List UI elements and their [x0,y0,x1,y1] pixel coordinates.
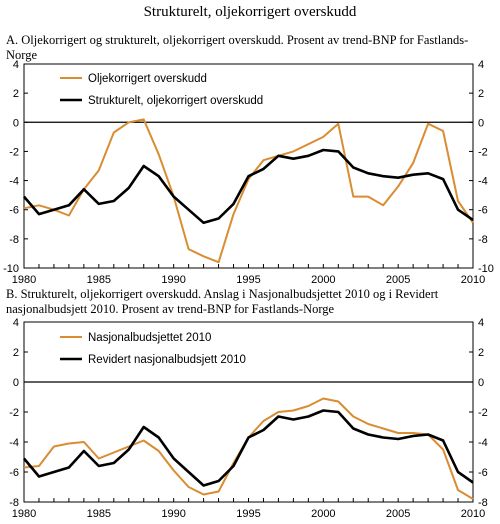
chart-a-ytick-right-label: 0 [478,117,484,129]
chart-a-ytick-left-label: -8 [9,234,19,246]
chart-a-ytick-left-label: 2 [13,88,19,100]
chart-b-ytick-right-label: -8 [478,497,488,509]
panel-a-title: A. Oljekorrigert og strukturelt, oljekor… [6,33,469,62]
chart-b-ytick-right-label: -6 [478,467,488,479]
chart-a-ytick-left-label: 0 [13,117,19,129]
chart-a-series-line-2 [23,148,474,225]
chart-a-xtick-label: 1980 [12,274,36,286]
chart-b-plot-frame [23,321,474,503]
chart-a-xtick-label: 1985 [87,274,111,286]
chart-a-xtick-label: 2010 [461,274,485,286]
chart-b-ytick-right-label: -4 [478,437,488,449]
chart-b-xtick-label: 1995 [236,508,260,520]
chart-b-xtick-label: 2010 [461,508,485,520]
chart-a-ytick-right-label: -4 [478,176,488,188]
chart-a-xtick-label: 1990 [161,274,185,286]
chart-b-ytick-right-label: 4 [478,317,484,329]
chart-b-ytick-left-label: -8 [9,497,19,509]
chart-b-ytick-left-label: -4 [9,437,19,449]
chart-a-ytick-right-label: -10 [478,263,494,275]
chart-b-ytick-right-label: 0 [478,377,484,389]
chart-b-legend-label-2: Revidert nasjonalbudsjett 2010 [88,354,246,366]
chart-b-ytick-right-label: 2 [478,347,484,359]
chart-b-ytick-left-label: 2 [13,347,19,359]
chart-a-ytick-right-label: 4 [478,59,484,71]
chart-b-series-line-2 [23,409,474,487]
chart-b-ytick-right-label: -2 [478,407,488,419]
chart-a-legend-label-1: Oljekorrigert overskudd [88,73,207,85]
chart-a-ytick-right-label: -8 [478,234,488,246]
chart-b-xtick-label: 2000 [311,508,335,520]
chart-a-ytick-left-label: -2 [9,146,19,158]
chart-b-xtick-label: 2005 [386,508,410,520]
chart-a-legend-label-2: Strukturelt, oljekorrigert overskudd [88,95,263,107]
chart-a-ytick-right-label: -6 [478,205,488,217]
chart-a-xtick-label: 1995 [236,274,260,286]
chart-a-ytick-left-label: 4 [13,59,19,71]
chart-b-xtick-label: 1980 [12,508,36,520]
chart-b-series-line-1 [23,397,474,500]
chart-b-ytick-left-label: -2 [9,407,19,419]
chart-b-legend-label-1: Nasjonalbudsjettet 2010 [88,332,211,344]
chart-a-ytick-right-label: -2 [478,146,488,158]
chart-a-xtick-label: 2000 [311,274,335,286]
chart-b-xtick-label: 1990 [161,508,185,520]
chart-a-ytick-left-label: -4 [9,176,19,188]
chart-b-ytick-left-label: 4 [13,317,19,329]
chart-a-series-line-1 [23,118,474,264]
chart-b-ytick-left-label: -6 [9,467,19,479]
chart-a-ytick-right-label: 2 [478,88,484,100]
panel-b-title: B. Strukturelt, oljekorrigert overskudd.… [6,287,439,316]
chart-a-ytick-left-label: -10 [3,263,19,275]
chart-a-xtick-label: 2005 [386,274,410,286]
page-title: Strukturelt, oljekorrigert overskudd [143,4,357,20]
chart-b-ytick-left-label: 0 [13,377,19,389]
chart-a-ytick-left-label: -6 [9,205,19,217]
chart-b-xtick-label: 1985 [87,508,111,520]
